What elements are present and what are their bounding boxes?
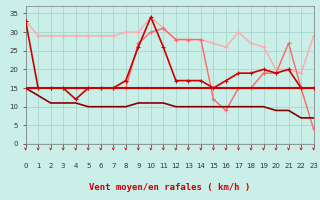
X-axis label: Vent moyen/en rafales ( km/h ): Vent moyen/en rafales ( km/h ) <box>89 183 250 192</box>
